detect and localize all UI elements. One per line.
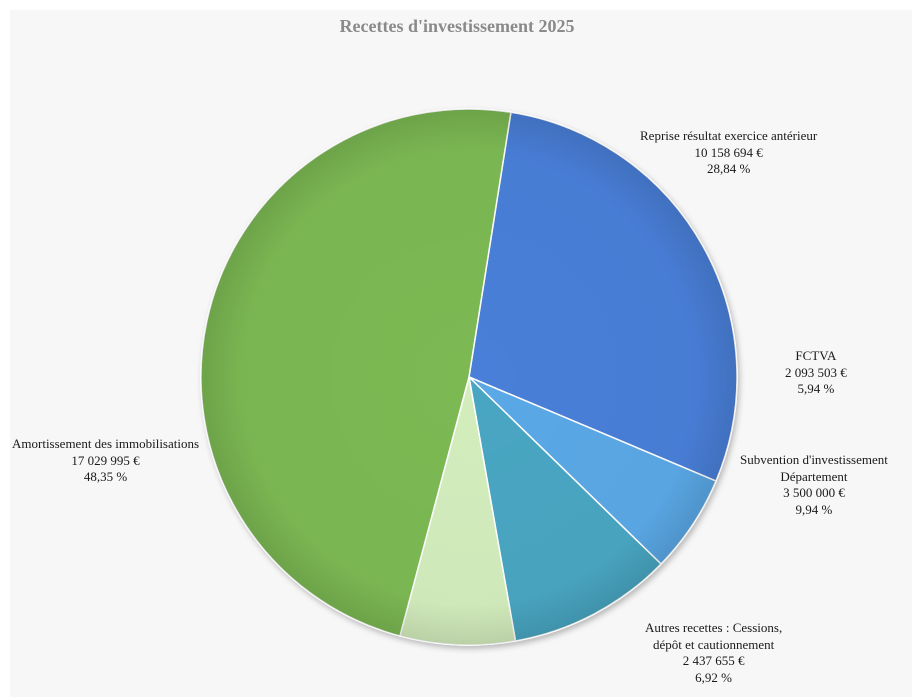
data-label-percent: 28,84 % bbox=[706, 161, 751, 176]
data-label-percent: 5,94 % bbox=[797, 381, 835, 396]
data-label-value: 2 093 503 € bbox=[785, 364, 847, 380]
data-label-percent: 9,94 % bbox=[795, 501, 833, 517]
data-label-name: dépôt et cautionnement bbox=[652, 636, 775, 652]
data-label-name: Autres recettes : Cessions, bbox=[645, 620, 783, 635]
data-label-name: Subvention d'investissement bbox=[740, 452, 888, 467]
data-label-value: 17 029 995 € bbox=[71, 452, 140, 468]
data-label-autres: Autres recettes : Cessions, dépôt et caut… bbox=[645, 620, 782, 686]
data-label-percent: 48,35 % bbox=[83, 469, 128, 484]
data-label-amortissement: Amortissement des immobilisations 17 029 … bbox=[12, 436, 199, 486]
data-label-name: Département bbox=[780, 468, 848, 484]
data-label-fctva: FCTVA 2 093 503 €5,94 % bbox=[785, 348, 847, 398]
data-label-reprise: Reprise résultat exercice antérieur 10 15… bbox=[640, 128, 817, 178]
data-label-value: 2 437 655 € bbox=[682, 653, 745, 668]
data-label-subvention: Subvention d'investissement Département 3 … bbox=[740, 452, 888, 518]
data-label-value: 3 500 000 € bbox=[783, 485, 845, 500]
data-label-value: 10 158 694 € bbox=[694, 144, 763, 160]
chart-title: Recettes d'investissement 2025 bbox=[339, 16, 575, 36]
data-label-name: FCTVA bbox=[795, 348, 837, 363]
data-label-percent: 6,92 % bbox=[695, 669, 733, 685]
data-label-name: Amortissement des immobilisations bbox=[12, 436, 200, 451]
data-label-name: Reprise résultat exercice antérieur bbox=[640, 128, 818, 143]
